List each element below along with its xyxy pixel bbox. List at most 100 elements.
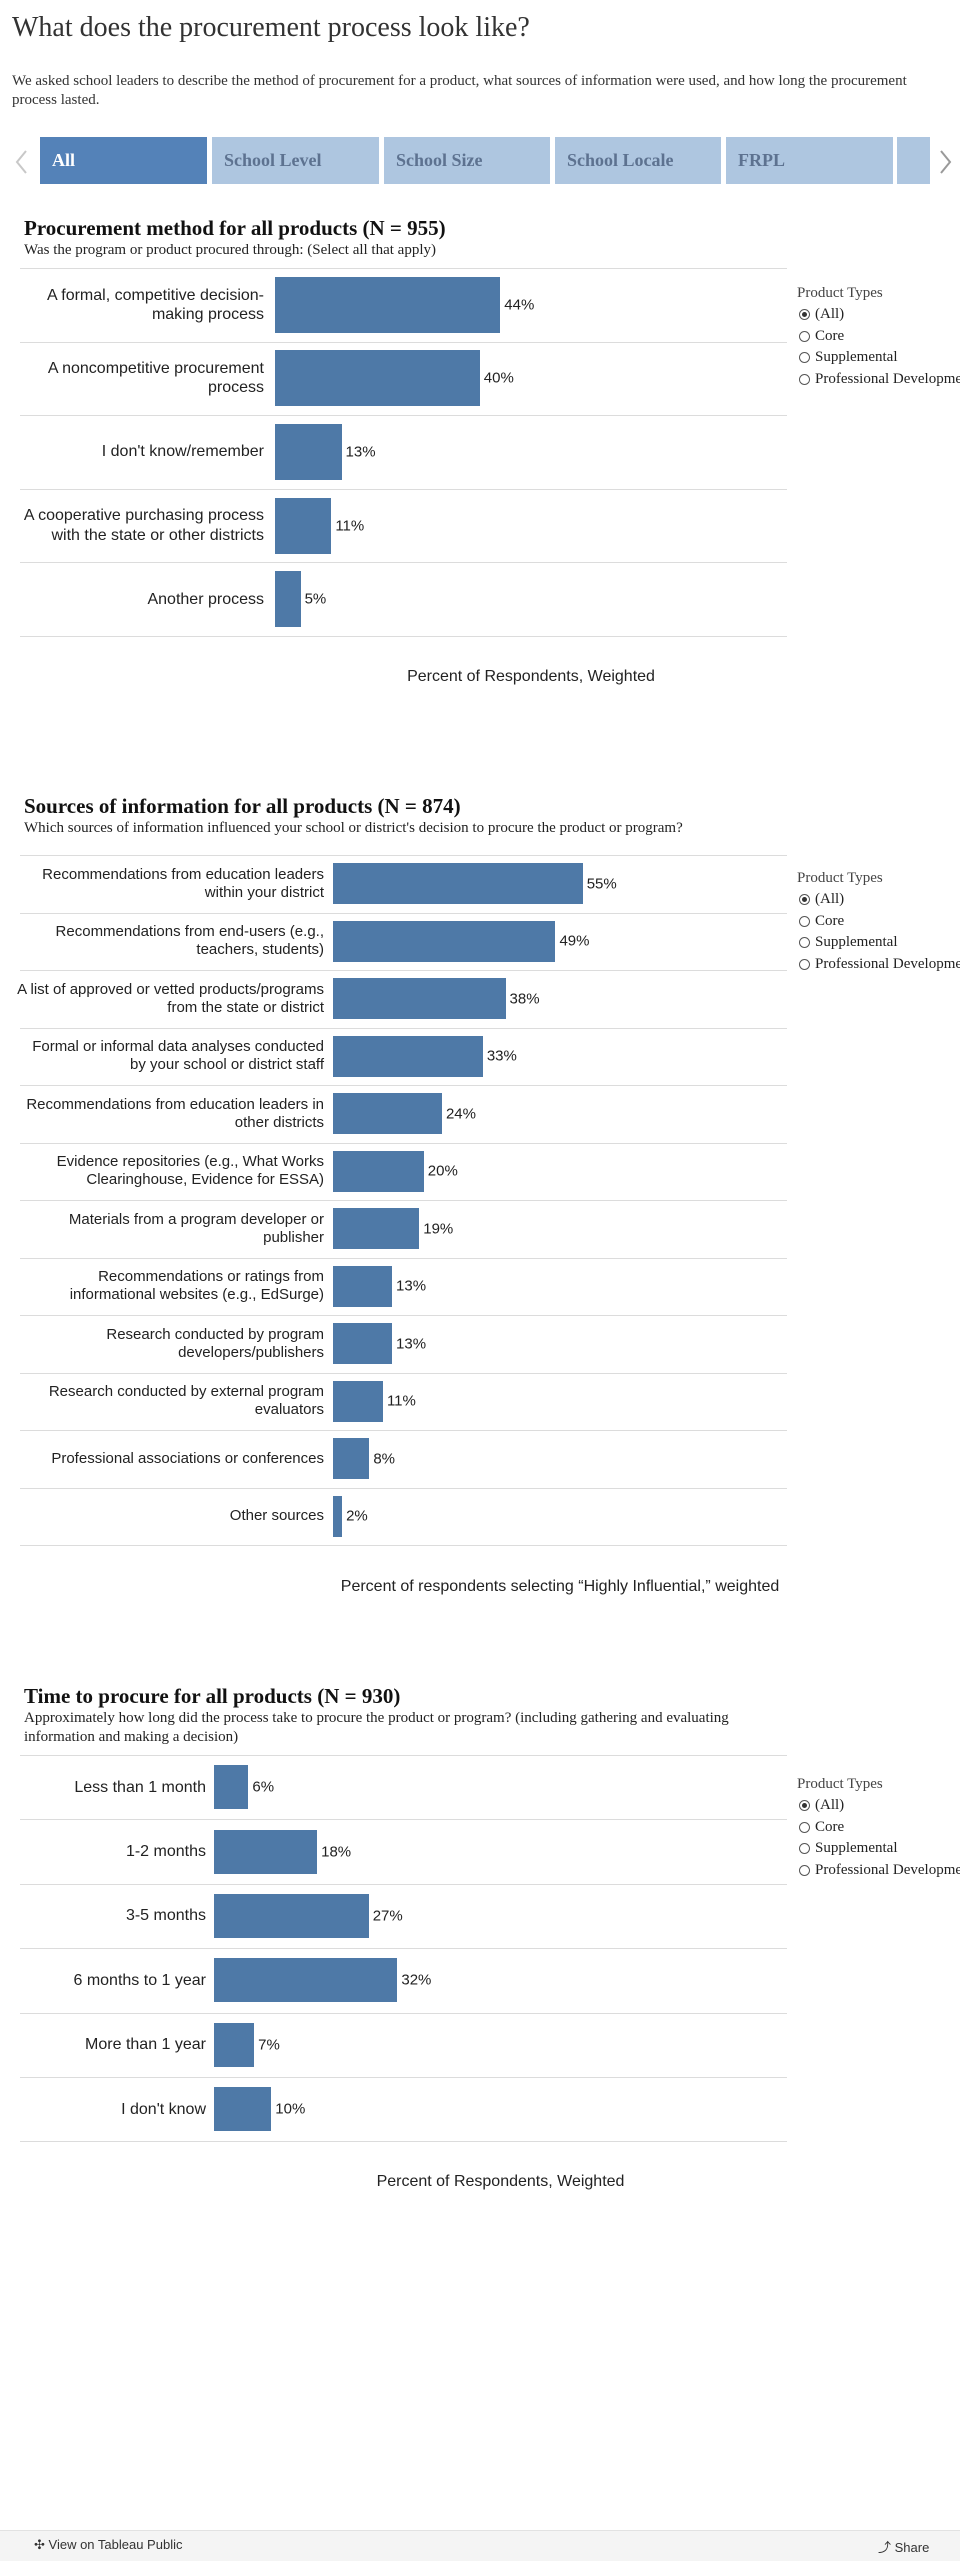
row-separator	[20, 415, 787, 417]
tab-prev-arrow[interactable]	[12, 148, 32, 176]
bar	[333, 1438, 370, 1480]
value-label: 2%	[346, 1507, 368, 1525]
radio-button[interactable]	[799, 958, 810, 970]
category-label: Materials from a program developer or pu…	[68, 1210, 324, 1246]
filter-option-label[interactable]: Professional Development	[815, 955, 960, 972]
filter-option-label[interactable]: Core	[815, 1818, 845, 1835]
value-label: 24%	[445, 1105, 476, 1123]
radio-button[interactable]	[799, 915, 810, 927]
value-label: 40%	[483, 369, 514, 387]
bar	[275, 276, 501, 333]
filter-option[interactable]: Professional Development	[799, 1862, 960, 1879]
row-separator	[20, 1487, 787, 1489]
tab[interactable]: FRPL	[726, 137, 893, 184]
row-separator	[20, 1085, 787, 1086]
filter-option-label[interactable]: Professional Development	[815, 1861, 960, 1878]
radio-button[interactable]	[799, 894, 810, 905]
filter-option[interactable]: Supplemental	[799, 349, 898, 366]
bar	[214, 1829, 318, 1874]
chart-title: Time to procure for all products (N = 93…	[24, 1684, 401, 1708]
filter-option-label[interactable]: Professional Development	[815, 370, 960, 387]
row-separator	[20, 1883, 787, 1885]
row-separator	[20, 268, 787, 269]
tab[interactable]: All	[40, 137, 207, 184]
value-label: 13%	[345, 443, 376, 461]
category-label: 1-2 months	[125, 1842, 206, 1860]
bar	[333, 1150, 424, 1192]
bar	[333, 1093, 442, 1135]
value-label: 27%	[372, 1907, 403, 1925]
filter-option-label[interactable]: (All)	[815, 891, 845, 907]
category-label: Formal or informal data analyses conduct…	[32, 1038, 324, 1074]
filter-option-label[interactable]: Core	[815, 912, 845, 929]
filter-option[interactable]: (All)	[799, 891, 844, 908]
category-label: I don't know	[121, 2100, 206, 2118]
radio-button[interactable]	[799, 373, 810, 385]
footer-bar	[0, 2530, 960, 2561]
row-separator	[20, 1142, 787, 1144]
bar	[275, 497, 332, 554]
radio-button[interactable]	[799, 1864, 810, 1876]
filter-option[interactable]: (All)	[799, 306, 844, 323]
bar	[275, 424, 342, 480]
footer-link-text[interactable]: View on Tableau Public	[48, 2537, 183, 2552]
filter-option[interactable]: Professional Development	[799, 956, 960, 973]
chart-subtitle: Which sources of information influenced …	[24, 820, 683, 836]
tab[interactable]: School Level	[212, 137, 379, 184]
filter-option-label[interactable]: (All)	[815, 1797, 845, 1813]
radio-button[interactable]	[799, 1821, 810, 1833]
filter-option[interactable]: Professional Development	[799, 371, 960, 388]
footer-link[interactable]: ✣ View on Tableau Public	[34, 2537, 183, 2552]
category-label: Recommendations from education leaders i…	[26, 1095, 324, 1131]
footer-share[interactable]: ⤴ Share	[878, 2540, 930, 2555]
row-separator	[20, 1027, 787, 1029]
row-separator	[20, 2012, 787, 2014]
radio-button[interactable]	[799, 330, 810, 342]
category-label: More than 1 year	[85, 2036, 206, 2054]
category-label: Research conducted by program developers…	[106, 1325, 324, 1361]
row-separator	[20, 341, 787, 343]
filter-option[interactable]: (All)	[799, 1797, 844, 1814]
value-label: 8%	[373, 1450, 395, 1468]
tab-next-arrow[interactable]	[936, 148, 956, 176]
row-separator	[20, 1372, 787, 1374]
row-separator	[20, 2141, 787, 2143]
value-label: 11%	[335, 517, 365, 535]
x-axis-title: Percent of Respondents, Weighted	[407, 668, 655, 685]
chart-title: Sources of information for all products …	[24, 794, 461, 818]
filter-title: Product Types	[797, 1776, 883, 1792]
value-label: 55%	[586, 875, 617, 893]
footer-share-text[interactable]: Share	[894, 2540, 930, 2555]
tab[interactable]: School Locale	[555, 137, 721, 184]
page-description: We asked school leaders to describe the …	[12, 73, 907, 108]
radio-button[interactable]	[799, 309, 810, 320]
radio-button[interactable]	[799, 937, 810, 948]
value-label: 13%	[396, 1335, 427, 1353]
filter-option[interactable]: Core	[799, 1819, 844, 1836]
filter-option-label[interactable]: Supplemental	[815, 349, 898, 365]
radio-button[interactable]	[799, 1843, 810, 1854]
filter-option-label[interactable]: (All)	[815, 306, 845, 322]
filter-option[interactable]: Core	[799, 913, 844, 930]
radio-button[interactable]	[799, 352, 810, 363]
bar	[333, 920, 556, 962]
filter-option-label[interactable]: Supplemental	[815, 934, 898, 950]
value-label: 11%	[386, 1392, 416, 1410]
row-separator	[20, 2077, 787, 2078]
value-label: 38%	[509, 990, 540, 1008]
value-label: 44%	[504, 296, 535, 314]
category-label: A noncompetitive procurement process	[47, 360, 264, 397]
filter-option[interactable]: Supplemental	[799, 1840, 898, 1857]
filter-title: Product Types	[797, 870, 883, 886]
value-label: 13%	[396, 1277, 427, 1295]
tab-more[interactable]	[897, 137, 930, 184]
filter-option-label[interactable]: Supplemental	[815, 1840, 898, 1856]
filter-option[interactable]: Core	[799, 328, 844, 345]
filter-option-label[interactable]: Core	[815, 327, 845, 344]
value-label: 19%	[423, 1220, 454, 1238]
row-separator	[20, 1545, 787, 1546]
tab[interactable]: School Size	[384, 137, 550, 184]
radio-button[interactable]	[799, 1800, 810, 1811]
filter-option[interactable]: Supplemental	[799, 934, 898, 951]
